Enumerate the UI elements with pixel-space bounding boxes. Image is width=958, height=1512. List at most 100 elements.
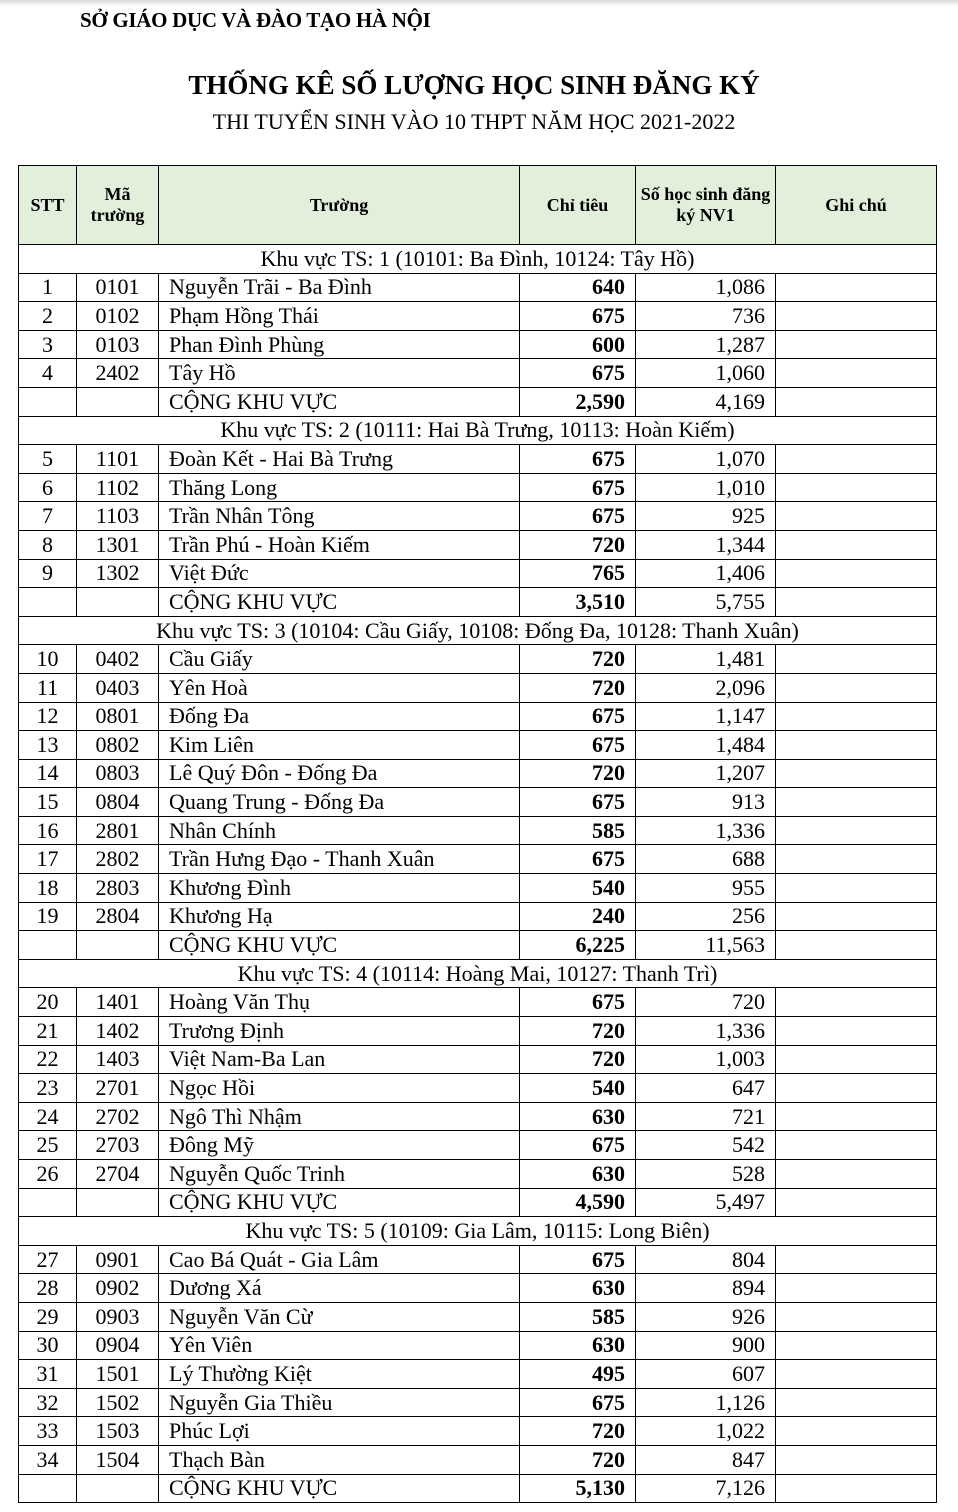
registration-table: STT Mã trường Trường Chỉ tiêu Số học sin… — [18, 165, 937, 1504]
table-row: 6 1102 Thăng Long 675 1,010 — [18, 472, 937, 503]
total-code — [76, 930, 159, 960]
top-shadow — [0, 0, 958, 6]
table-row: 8 1301 Trần Phú - Hoàn Kiếm 720 1,344 — [18, 529, 937, 560]
row-registered: 1,010 — [635, 472, 776, 503]
row-school-name: Lê Quý Đôn - Đống Đa — [158, 758, 520, 789]
total-stt — [18, 386, 77, 417]
row-stt: 26 — [18, 1159, 77, 1189]
total-quota: 5,130 — [519, 1473, 636, 1504]
row-school-name: Đống Đa — [158, 701, 520, 732]
row-school-name: Phúc Lợi — [158, 1416, 520, 1446]
row-school-code: 1301 — [76, 529, 159, 560]
table-row: 11 0403 Yên Hoà 720 2,096 — [18, 672, 937, 703]
row-registered: 1,060 — [635, 358, 776, 388]
total-notes — [775, 1473, 937, 1504]
row-registered: 647 — [635, 1073, 776, 1103]
table-row: 14 0803 Lê Quý Đôn - Đống Đa 720 1,207 — [18, 758, 937, 789]
total-stt — [18, 1473, 77, 1504]
row-notes — [775, 1244, 937, 1275]
total-label: CỘNG KHU VỰC — [158, 1187, 520, 1218]
row-school-code: 2803 — [76, 873, 159, 903]
row-stt: 15 — [18, 787, 77, 817]
region-header-row: Khu vực TS: 1 (10101: Ba Đình, 10124: Tâ… — [18, 244, 937, 274]
row-notes — [775, 472, 937, 503]
row-school-code: 1501 — [76, 1359, 159, 1389]
row-registered: 256 — [635, 901, 776, 932]
row-stt: 4 — [18, 358, 77, 388]
row-quota: 630 — [519, 1159, 636, 1189]
row-school-name: Việt Đức — [158, 558, 520, 589]
table-row: 3 0103 Phan Đình Phùng 600 1,287 — [18, 329, 937, 360]
row-stt: 6 — [18, 472, 77, 503]
row-school-name: Việt Nam-Ba Lan — [158, 1044, 520, 1075]
row-notes — [775, 1159, 937, 1189]
total-quota: 3,510 — [519, 587, 636, 617]
row-notes — [775, 873, 937, 903]
row-school-code: 2804 — [76, 901, 159, 932]
row-notes — [775, 1416, 937, 1446]
row-school-name: Phạm Hồng Thái — [158, 301, 520, 331]
row-school-code: 0803 — [76, 758, 159, 789]
region-header-row: Khu vực TS: 5 (10109: Gia Lâm, 10115: Lo… — [18, 1216, 937, 1246]
row-registered: 736 — [635, 301, 776, 331]
col-header-school: Trường — [158, 165, 520, 245]
row-registered: 1,336 — [635, 815, 776, 846]
row-notes — [775, 1273, 937, 1303]
row-school-code: 0804 — [76, 787, 159, 817]
table-row: 2 0102 Phạm Hồng Thái 675 736 — [18, 301, 937, 331]
row-school-name: Hoàng Văn Thụ — [158, 987, 520, 1018]
row-school-code: 1403 — [76, 1044, 159, 1075]
region-total-row: CỘNG KHU VỰC 6,225 11,563 — [18, 930, 937, 960]
region-total-row: CỘNG KHU VỰC 5,130 7,126 — [18, 1473, 937, 1504]
table-row: 12 0801 Đống Đa 675 1,147 — [18, 701, 937, 732]
row-quota: 675 — [519, 1244, 636, 1275]
row-school-name: Trương Định — [158, 1016, 520, 1046]
row-registered: 1,406 — [635, 558, 776, 589]
row-school-name: Quang Trung - Đống Đa — [158, 787, 520, 817]
row-quota: 720 — [519, 1044, 636, 1075]
row-registered: 1,070 — [635, 444, 776, 474]
row-registered: 1,336 — [635, 1016, 776, 1046]
row-school-name: Nguyễn Gia Thiều — [158, 1387, 520, 1418]
table-row: 33 1503 Phúc Lợi 720 1,022 — [18, 1416, 937, 1446]
document-title: THỐNG KÊ SỐ LƯỢNG HỌC SINH ĐĂNG KÝ — [188, 70, 760, 100]
row-school-name: Nguyễn Quốc Trinh — [158, 1159, 520, 1189]
row-school-name: Nguyễn Trãi - Ba Đình — [158, 272, 520, 303]
total-notes — [775, 386, 937, 417]
region-header-row: Khu vực TS: 4 (10114: Hoàng Mai, 10127: … — [18, 958, 937, 989]
total-code — [76, 1473, 159, 1504]
row-quota: 720 — [519, 529, 636, 560]
row-stt: 17 — [18, 844, 77, 875]
row-registered: 607 — [635, 1359, 776, 1389]
row-notes — [775, 301, 937, 331]
row-notes — [775, 844, 937, 875]
row-notes — [775, 901, 937, 932]
row-quota: 540 — [519, 1073, 636, 1103]
total-quota: 6,225 — [519, 930, 636, 960]
row-quota: 630 — [519, 1273, 636, 1303]
region-total-row: CỘNG KHU VỰC 4,590 5,497 — [18, 1187, 937, 1218]
row-school-code: 1401 — [76, 987, 159, 1018]
row-registered: 925 — [635, 501, 776, 531]
row-stt: 20 — [18, 987, 77, 1018]
total-code — [76, 386, 159, 417]
row-notes — [775, 1044, 937, 1075]
region-total-row: CỘNG KHU VỰC 2,590 4,169 — [18, 386, 937, 417]
row-stt: 18 — [18, 873, 77, 903]
row-quota: 675 — [519, 1130, 636, 1160]
row-stt: 23 — [18, 1073, 77, 1103]
row-registered: 1,147 — [635, 701, 776, 732]
row-school-name: Trần Phú - Hoàn Kiếm — [158, 529, 520, 560]
total-notes — [775, 1187, 937, 1218]
total-code — [76, 1187, 159, 1218]
table-row: 19 2804 Khương Hạ 240 256 — [18, 901, 937, 932]
table-row: 10 0402 Cầu Giấy 720 1,481 — [18, 644, 937, 674]
row-school-name: Yên Hoà — [158, 672, 520, 703]
row-school-name: Trần Hưng Đạo - Thanh Xuân — [158, 844, 520, 875]
row-registered: 1,484 — [635, 730, 776, 760]
row-school-name: Đông Mỹ — [158, 1130, 520, 1160]
row-school-code: 2702 — [76, 1101, 159, 1132]
total-label: CỘNG KHU VỰC — [158, 587, 520, 617]
row-school-name: Cầu Giấy — [158, 644, 520, 674]
col-header-stt: STT — [18, 165, 77, 245]
